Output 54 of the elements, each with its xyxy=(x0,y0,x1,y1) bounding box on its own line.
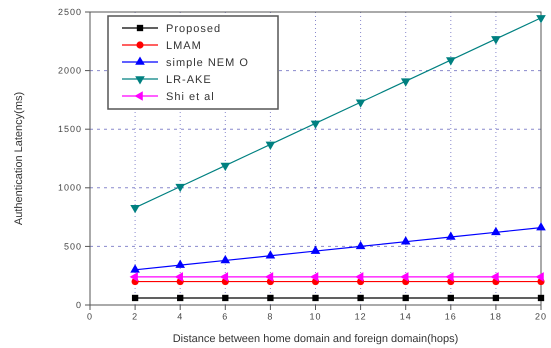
point xyxy=(357,294,364,302)
point xyxy=(491,36,501,45)
x-tick-label: 14 xyxy=(400,311,412,322)
x-tick-label: 0 xyxy=(86,311,94,322)
point xyxy=(312,294,319,302)
x-tick-label: 16 xyxy=(444,311,457,322)
point xyxy=(356,99,366,108)
point xyxy=(536,15,546,24)
point xyxy=(130,272,138,282)
legend-label: Proposed xyxy=(166,23,222,35)
point xyxy=(267,294,274,302)
point xyxy=(445,272,454,282)
point xyxy=(400,272,408,282)
x-tick-label: 8 xyxy=(267,311,274,322)
x-tick-label: 12 xyxy=(354,311,367,322)
point xyxy=(130,204,140,214)
y-tick-label: 1000 xyxy=(58,182,82,193)
point xyxy=(355,272,364,282)
point xyxy=(402,294,409,302)
point xyxy=(174,272,183,282)
x-axis-title: Distance between home domain and foreign domain(hops) xyxy=(172,333,458,345)
x-tick-label: 18 xyxy=(490,311,502,322)
x-tick-label: 2 xyxy=(132,311,138,322)
legend-label: simple NEM O xyxy=(166,57,249,69)
point xyxy=(448,294,454,302)
point xyxy=(220,272,228,282)
x-tick-label: 20 xyxy=(534,311,548,322)
legend-label: LR-AKE xyxy=(166,74,212,86)
point xyxy=(310,120,320,129)
y-tick-label: 1500 xyxy=(58,124,82,134)
point xyxy=(264,272,274,282)
point xyxy=(177,294,184,302)
y-axis-title: Authentication Latency(ms) xyxy=(13,92,25,226)
y-tick-label: 2500 xyxy=(58,6,82,17)
point xyxy=(492,294,500,302)
point xyxy=(538,294,544,302)
point xyxy=(535,272,544,282)
x-tick-label: 4 xyxy=(177,311,184,322)
y-tick-label: 500 xyxy=(64,241,82,252)
x-tick-label: 6 xyxy=(222,311,228,322)
legend-label: LMAM xyxy=(166,40,202,52)
point xyxy=(222,294,228,302)
point xyxy=(310,272,318,282)
point xyxy=(132,294,138,302)
point xyxy=(220,162,230,172)
point xyxy=(446,57,456,66)
legend-label: Shi et al xyxy=(166,91,215,103)
y-tick-label: 2000 xyxy=(58,65,82,76)
point xyxy=(266,142,276,150)
y-tick-label: 0 xyxy=(76,300,82,310)
point xyxy=(175,184,186,192)
x-tick-label: 10 xyxy=(309,311,322,322)
point xyxy=(490,272,499,282)
point xyxy=(400,78,411,87)
